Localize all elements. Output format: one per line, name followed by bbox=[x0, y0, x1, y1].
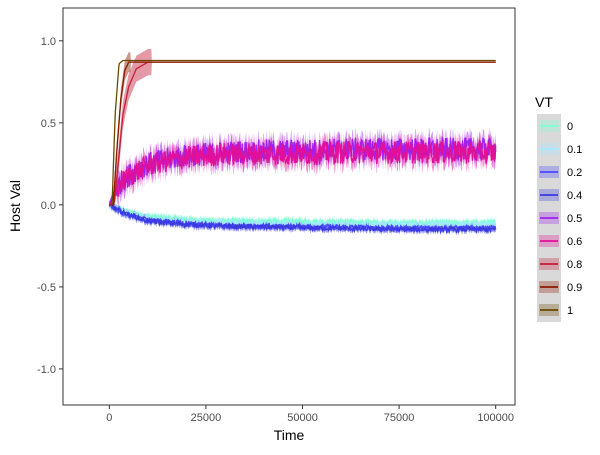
legend-label: 0.2 bbox=[567, 167, 582, 179]
y-axis: 1.0 0.5 0.0 -0.5 -1.0 bbox=[37, 36, 63, 376]
x-tick-label: 25000 bbox=[191, 412, 222, 424]
series-line-vt-0-6 bbox=[108, 138, 497, 207]
ribbon-vt-0-4 bbox=[109, 199, 496, 236]
plot-panel bbox=[62, 7, 516, 406]
legend-label: 0 bbox=[567, 121, 573, 133]
legend-label: 0.6 bbox=[567, 236, 582, 248]
y-tick-label: -1.0 bbox=[37, 364, 56, 376]
legend-label: 0.4 bbox=[567, 190, 582, 202]
x-tick-label: 50000 bbox=[287, 412, 318, 424]
legend-label: 0.8 bbox=[567, 259, 582, 271]
y-axis-title: Host Val bbox=[7, 180, 23, 232]
y-tick-label: 1.0 bbox=[41, 36, 56, 48]
lines-layer bbox=[108, 59, 497, 235]
legend-label: 0.9 bbox=[567, 282, 582, 294]
legend: VT 0 0.1 0.2 0.4 0.5 0.6 0.8 0.9 1 bbox=[535, 94, 582, 322]
series-line-vt-1 bbox=[109, 59, 496, 206]
x-tick-label: 0 bbox=[106, 412, 112, 424]
x-axis-title: Time bbox=[274, 427, 305, 443]
x-tick-label: 75000 bbox=[384, 412, 415, 424]
y-tick-label: -0.5 bbox=[37, 282, 56, 294]
legend-label: 1 bbox=[567, 305, 573, 317]
y-tick-label: 0.0 bbox=[41, 200, 56, 212]
x-tick-label: 100000 bbox=[477, 412, 514, 424]
series-line-vt-0-4 bbox=[108, 201, 496, 235]
ribbon-vt-0-8 bbox=[109, 49, 496, 206]
legend-title: VT bbox=[535, 94, 553, 110]
legend-label: 0.1 bbox=[567, 144, 582, 156]
legend-label: 0.5 bbox=[567, 213, 582, 225]
series-line-vt-0-9 bbox=[109, 61, 496, 206]
x-axis: 0 25000 50000 75000 100000 bbox=[106, 405, 514, 424]
y-tick-label: 0.5 bbox=[41, 118, 56, 130]
